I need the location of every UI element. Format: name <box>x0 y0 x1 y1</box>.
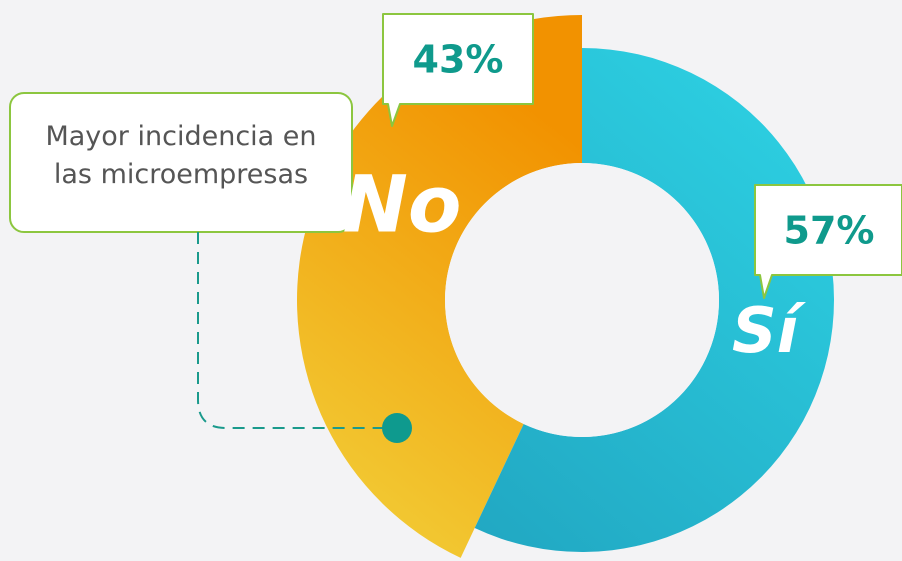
value-label: 43% <box>413 38 504 82</box>
slice <box>296 15 582 558</box>
callout-box <box>754 184 902 299</box>
leader-dot <box>382 413 412 443</box>
callout-box <box>382 13 534 127</box>
slice-label: Sí <box>732 294 807 367</box>
slice-label: No <box>343 160 462 250</box>
slice <box>474 48 834 552</box>
note-box <box>9 92 353 233</box>
donut-hole <box>445 163 719 437</box>
annotation: Mayor incidencia en las microempresas <box>45 121 317 190</box>
value-label: 57% <box>784 209 875 253</box>
leader-line <box>197 232 397 429</box>
